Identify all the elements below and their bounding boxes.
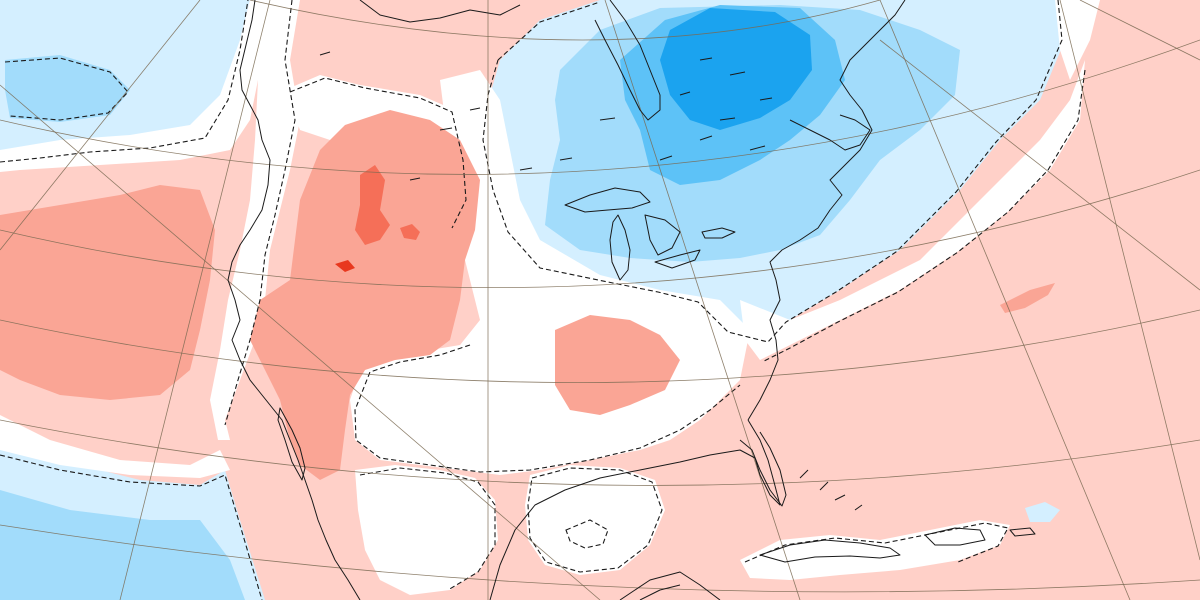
lake-ontario [701,227,736,239]
warm-region-pacific [0,185,215,400]
cool-region-caribbean [1025,502,1060,522]
meridian-2 [119,0,271,600]
coast-gulf [489,419,781,600]
anomaly-contours [0,0,1086,600]
parallel-top [249,0,881,41]
contour-gulf-inner [565,519,609,549]
contour-west-coast [224,0,296,426]
contour-pacific-north [0,0,249,163]
neutral-region-pacific-north [0,0,270,172]
meridian-9 [0,0,201,251]
coast-florida [739,431,787,507]
cool-region-pacific-south-mid [0,490,245,600]
contour-east-mass [482,0,1063,343]
warm-region-south-central [555,315,680,415]
island-bahamas [799,469,863,511]
lake-superior [564,187,651,213]
island-cuba [759,539,901,563]
coast-arctic [359,0,521,23]
coast-central-america [619,571,721,600]
neutral-region-west-coast [210,0,300,440]
meridian-8 [1079,0,1200,61]
coast-baja [277,407,306,481]
warm-region-atlantic [1000,283,1055,313]
contour-central-south [354,344,741,473]
coast-atlantic [747,0,906,421]
neutral-region-caribbean [740,520,1010,580]
contour-gulf [527,467,663,573]
meridian-5 [879,0,1131,600]
neutral-region-east-coast [740,60,1085,360]
neutral-region-pacific-south [0,415,230,478]
island-hispaniola [924,527,986,546]
lake-michigan [609,214,631,281]
coast-yucatan [639,584,681,600]
meridian-4 [604,0,801,600]
neutral-region-mexico [355,465,498,595]
meridian-1 [0,84,601,600]
warm-region-west-blob [400,224,420,240]
coast-west-north-america [227,0,361,600]
contour-midwest [289,77,467,229]
contour-mexico [359,467,496,591]
warm-region-west [250,110,480,480]
neutral-region-arctic-east [1055,0,1100,80]
lakes-canada [319,51,773,181]
parallel-2 [0,169,1200,289]
lake-erie [654,249,701,269]
meridian-7 [879,39,1200,291]
cool-region-pacific-north-inner [5,55,130,122]
parallel-4 [0,419,1200,486]
parallel-1 [0,39,1200,175]
lake-huron [644,214,681,256]
parallel-3 [0,309,1200,383]
cool-region-east-core [660,8,812,130]
parallel-5 [0,524,1200,593]
warm-region-west-core [355,165,390,245]
meridian-6 [1059,0,1200,561]
coastlines [227,0,1036,600]
coast-hudson-bay [594,0,661,121]
contour-pacific-north-inner [4,57,129,121]
contour-pacific-south [0,454,263,600]
warm-region-west-small [335,260,355,272]
island-puerto-rico [1009,527,1036,537]
coast-st-lawrence [789,114,871,151]
